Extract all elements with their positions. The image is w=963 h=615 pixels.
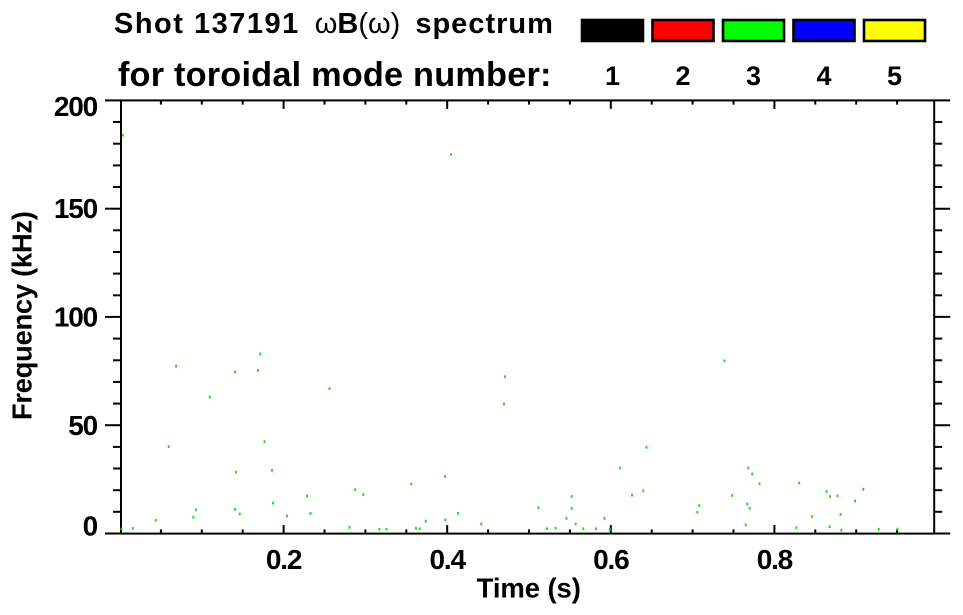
svg-text:200: 200 xyxy=(54,91,98,122)
svg-text:Time (s): Time (s) xyxy=(477,572,581,603)
svg-text:100: 100 xyxy=(54,302,98,333)
svg-text:5: 5 xyxy=(887,61,902,91)
svg-text:50: 50 xyxy=(68,410,97,441)
svg-text:4: 4 xyxy=(816,61,831,91)
svg-text:0: 0 xyxy=(83,510,98,541)
svg-text:0.4: 0.4 xyxy=(430,544,467,575)
svg-text:1: 1 xyxy=(605,61,620,91)
svg-text:Frequency (kHz): Frequency (kHz) xyxy=(7,211,38,420)
svg-text:3: 3 xyxy=(746,61,761,91)
svg-text:0.8: 0.8 xyxy=(757,544,793,575)
svg-text:0.6: 0.6 xyxy=(593,544,629,575)
svg-text:for toroidal mode number:: for toroidal mode number: xyxy=(118,56,552,94)
svg-text:150: 150 xyxy=(54,193,98,224)
svg-text:2: 2 xyxy=(675,61,690,91)
svg-text:0.2: 0.2 xyxy=(266,544,302,575)
